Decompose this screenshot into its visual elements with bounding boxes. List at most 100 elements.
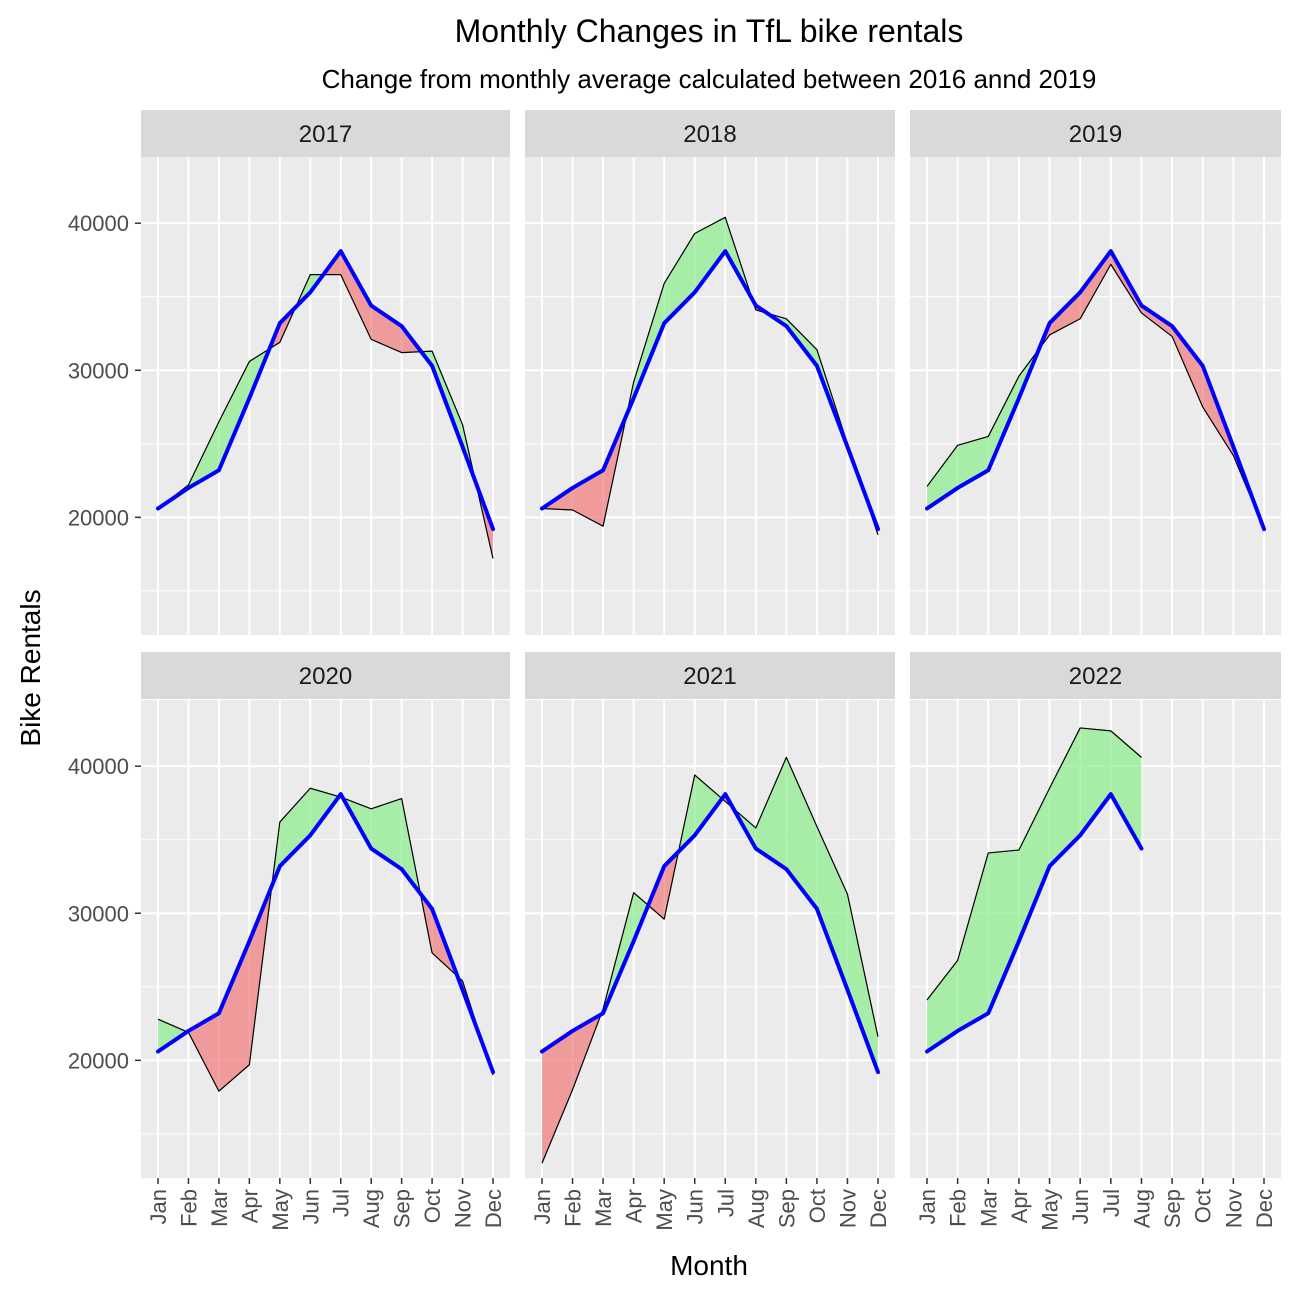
panel-background (141, 700, 510, 1178)
x-tick-label: Dec (1252, 1189, 1277, 1228)
ribbon-above-average (1018, 788, 1050, 942)
facet-strip-label: 2022 (1069, 663, 1122, 690)
x-tick-label: Jun (1068, 1189, 1093, 1224)
y-tick-label: 40000 (68, 754, 129, 779)
x-axis-title: Month (670, 1250, 748, 1281)
x-tick-label: Aug (744, 1189, 769, 1228)
x-tick-label: Jan (915, 1189, 940, 1224)
ribbon-below-average (218, 941, 250, 1092)
panel-background (910, 157, 1281, 635)
ribbon-above-average (988, 850, 1019, 1014)
facet-strip-label: 2018 (683, 121, 736, 148)
facet-panel-2018: 2018 (525, 110, 895, 635)
x-tick-label: Nov (451, 1189, 476, 1228)
y-tick-label: 40000 (68, 211, 129, 236)
x-tick-label: Mar (976, 1189, 1001, 1227)
ribbon-above-average (633, 283, 665, 399)
x-tick-label: Jan (146, 1189, 171, 1224)
x-tick-label: Mar (207, 1189, 232, 1227)
x-tick-label: Dec (481, 1189, 506, 1228)
ribbon-below-average (1172, 326, 1203, 408)
y-axis-title: Bike Rentals (15, 589, 46, 746)
x-tick-label: Jun (683, 1189, 708, 1224)
facet-strip-label: 2017 (299, 121, 352, 148)
average-rentals-line (156, 249, 495, 532)
x-tick-label: Mar (591, 1189, 616, 1227)
x-tick-label: Nov (835, 1189, 860, 1228)
average-rentals-line (156, 792, 495, 1075)
x-tick-label: Sep (1160, 1189, 1185, 1228)
facet-strip (910, 110, 1281, 157)
x-tick-label: Jul (1099, 1189, 1124, 1217)
ribbon-below-average (1141, 305, 1173, 337)
x-tick-label: Jan (530, 1189, 555, 1224)
actual-rentals-line (926, 727, 1142, 1001)
ribbon-above-average (279, 788, 311, 867)
facet-panel-2021: 2021 Jan Feb Mar Apr May Jun Jul Aug Sep Oct Nov Dec (525, 652, 895, 1231)
facet-panel-2020: 2020 20000 30000 40000 Jan Feb Mar Apr May Jun Jul… (68, 652, 510, 1231)
ribbon-above-average (847, 894, 878, 1073)
actual-rentals-line (157, 787, 494, 1092)
ribbon-below-average (188, 1013, 219, 1092)
facet-panel-2022: 2022 Jan Feb Mar Apr May Jun Jul Aug Sep Oct Nov Dec (910, 652, 1281, 1231)
ribbon-below-average (1080, 251, 1111, 319)
ribbon-above-average (786, 757, 817, 909)
x-tick-label: Nov (1221, 1189, 1246, 1228)
x-tick-label: Aug (359, 1189, 384, 1228)
facet-strip-label: 2019 (1069, 121, 1122, 148)
panel-background (141, 157, 510, 635)
ribbon-below-average (1049, 292, 1081, 335)
x-tick-label: Jun (298, 1189, 323, 1224)
ribbon-above-average (218, 361, 250, 471)
facet-strip (910, 652, 1281, 699)
x-tick-label: Feb (561, 1189, 586, 1227)
average-rentals-line (925, 249, 1266, 532)
facet-strip-label: 2020 (299, 663, 352, 690)
facet-strip-label: 2021 (683, 663, 736, 690)
ribbon-below-average (340, 251, 372, 340)
ribbon-above-average (1080, 727, 1111, 836)
facet-panel-2019: 2019 (910, 110, 1281, 635)
x-tick-label: Jul (329, 1189, 354, 1217)
actual-rentals-line (926, 263, 1265, 530)
ribbon-above-average (694, 775, 722, 836)
x-tick-label: Oct (1191, 1189, 1216, 1223)
ribbon-above-average (816, 826, 848, 990)
x-tick-label: Jul (713, 1189, 738, 1217)
ribbon-above-average (755, 757, 787, 870)
x-tick-label: Sep (390, 1189, 415, 1228)
facet-strip (525, 110, 895, 157)
x-tick-label: Oct (805, 1189, 830, 1223)
facet-grid: 2017 20000 30000 40000 2018 2019 2020 20000 3000… (68, 110, 1281, 1231)
average-rentals-line (540, 249, 880, 532)
ribbon-above-average (957, 852, 989, 1031)
chart-subtitle: Change from monthly average calculated b… (322, 64, 1097, 94)
x-tick-label: Oct (420, 1189, 445, 1223)
x-tick-label: Apr (1007, 1189, 1032, 1223)
actual-rentals-line (541, 216, 879, 536)
x-tick-label: May (652, 1189, 677, 1231)
facet-strip (525, 652, 895, 699)
x-tick-label: May (1038, 1189, 1063, 1231)
ribbon-below-average (371, 305, 402, 353)
average-rentals-line (925, 792, 1144, 1054)
average-rentals-line (540, 792, 880, 1075)
y-tick-label: 20000 (68, 1048, 129, 1073)
x-tick-label: Aug (1129, 1189, 1154, 1228)
ribbon-below-average (542, 1030, 573, 1164)
x-tick-label: Dec (866, 1189, 891, 1228)
ribbon-above-average (158, 1019, 188, 1052)
x-tick-label: May (268, 1189, 293, 1231)
facet-strip (141, 110, 510, 157)
actual-rentals-line (541, 756, 879, 1164)
chart-title: Monthly Changes in TfL bike rentals (455, 13, 964, 49)
ribbon-above-average (694, 217, 726, 293)
ribbon-above-average (957, 436, 989, 488)
x-tick-label: Feb (176, 1189, 201, 1227)
y-tick-label: 20000 (68, 505, 129, 530)
ribbon-above-average (1110, 730, 1142, 849)
ribbon-above-average (1049, 727, 1081, 867)
ribbon-above-average (664, 233, 695, 324)
facet-panel-2017: 2017 20000 30000 40000 (68, 110, 510, 635)
